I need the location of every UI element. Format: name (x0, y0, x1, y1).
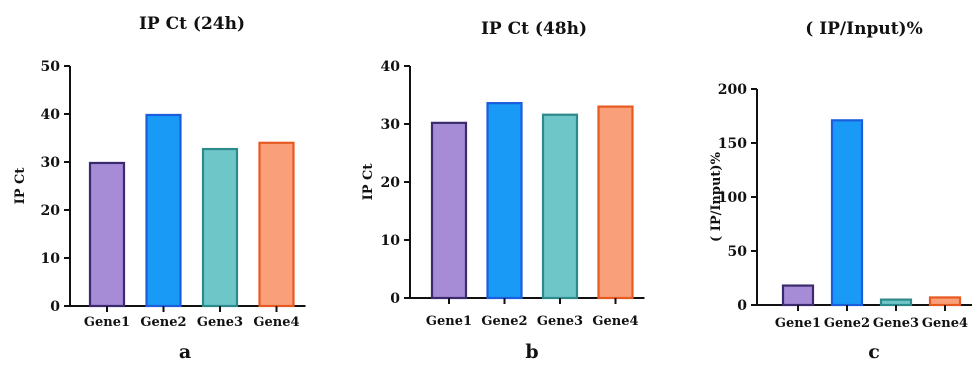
panel-label: a (179, 341, 191, 363)
y-tick-label: 30 (41, 155, 61, 171)
y-axis-label: ( IP/Input)% (709, 151, 724, 242)
chart-panel-b: IP Ct (48h) IP Ct 0 10 20 30 40 Gene1 Gene2 Gene3… (361, 19, 645, 363)
y-tick-label: 40 (381, 59, 401, 75)
bar-gene2 (830, 119, 864, 307)
y-tick-label: 20 (381, 175, 401, 191)
chart-title: ( IP/Input)% (805, 19, 923, 39)
category-label-gene4: Gene4 (922, 316, 968, 331)
bar-gene4 (928, 296, 962, 307)
bar-gene2 (145, 113, 182, 308)
bar-gene3 (201, 147, 239, 308)
category-label-gene3: Gene3 (537, 314, 583, 329)
category-label-gene2: Gene2 (140, 315, 186, 330)
bar-gene2 (486, 102, 523, 300)
y-tick-label: 0 (390, 291, 400, 307)
bar-gene3 (879, 298, 913, 307)
category-label-gene1: Gene1 (775, 316, 821, 331)
panel-label: c (868, 341, 880, 363)
bar-gene4 (597, 105, 634, 300)
bar-gene1 (781, 284, 815, 307)
y-tick-label: 50 (41, 59, 61, 75)
y-tick-label: 0 (737, 298, 747, 314)
category-label-gene4: Gene4 (592, 314, 638, 329)
bar-gene3 (541, 113, 579, 300)
y-tick-label: 40 (41, 107, 61, 123)
category-label-gene2: Gene2 (824, 316, 870, 331)
bar-gene1 (430, 121, 468, 300)
y-tick-label: 20 (41, 203, 61, 219)
panel-label: b (525, 341, 538, 363)
y-tick-label: 150 (718, 136, 747, 152)
y-tick-label: 0 (50, 299, 60, 315)
y-tick-label: 10 (381, 233, 401, 249)
category-label-gene2: Gene2 (481, 314, 527, 329)
y-axis-label: IP Ct (361, 164, 376, 201)
y-tick-label: 100 (718, 190, 747, 206)
y-tick-label: 200 (718, 82, 747, 98)
chart-title: IP Ct (48h) (481, 19, 587, 39)
chart-title: IP Ct (24h) (139, 14, 245, 34)
chart-panel-a: IP Ct (24h) IP Ct 0 10 20 30 40 50 Gene1 Gene2 Gen… (13, 14, 306, 363)
category-label-gene1: Gene1 (426, 314, 472, 329)
category-label-gene3: Gene3 (197, 315, 243, 330)
category-label-gene4: Gene4 (253, 315, 299, 330)
y-axis-label: IP Ct (13, 168, 28, 205)
y-tick-label: 10 (41, 251, 61, 267)
category-label-gene3: Gene3 (873, 316, 919, 331)
y-tick-label: 30 (381, 117, 401, 133)
chart-panel-c: ( IP/Input)% ( IP/Input)% 0 50 100 150 200 Gene… (709, 19, 972, 363)
bar-gene4 (258, 141, 295, 308)
category-label-gene1: Gene1 (84, 315, 130, 330)
bar-gene1 (88, 161, 126, 308)
y-tick-label: 50 (728, 244, 748, 260)
